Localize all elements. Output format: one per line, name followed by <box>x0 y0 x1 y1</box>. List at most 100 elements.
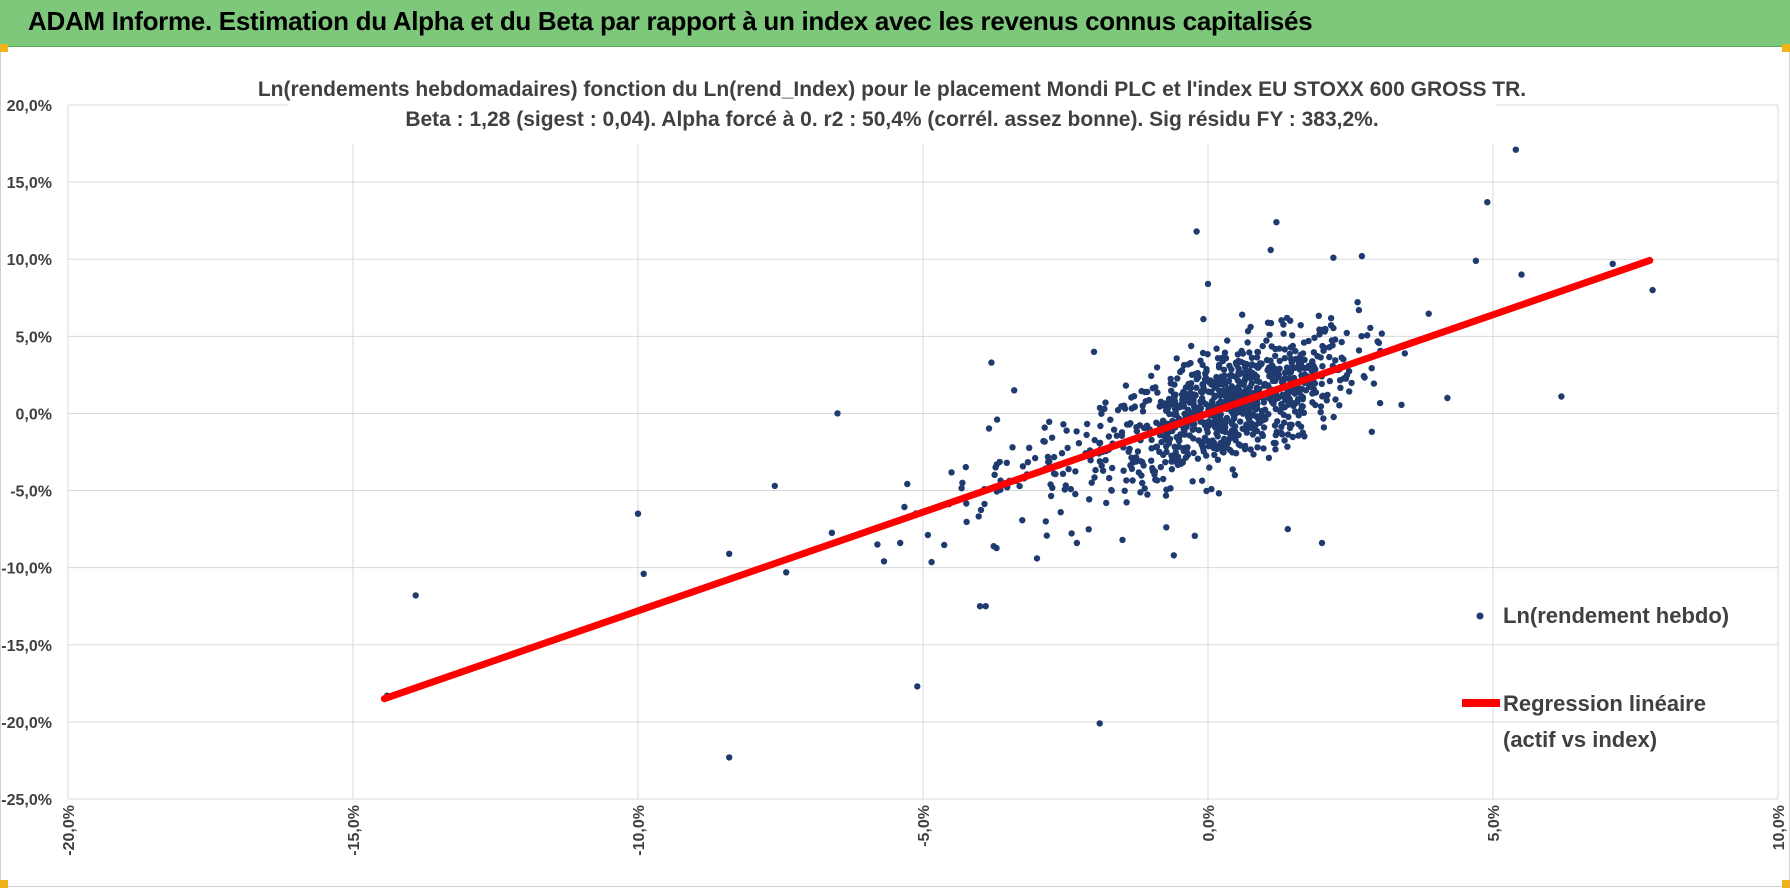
data-point <box>1173 434 1180 441</box>
data-point <box>1211 451 1218 458</box>
data-point <box>1254 436 1262 443</box>
selection-handle-top-left[interactable] <box>0 44 8 52</box>
data-point <box>1060 421 1067 428</box>
data-point <box>1229 449 1236 456</box>
data-point <box>1043 532 1051 539</box>
data-point <box>1011 387 1018 394</box>
data-point <box>771 482 778 490</box>
data-point <box>1248 361 1256 368</box>
data-point <box>1126 445 1133 452</box>
data-point <box>963 518 970 526</box>
data-point <box>1139 408 1147 415</box>
data-point <box>1122 382 1130 389</box>
data-point <box>1139 402 1146 409</box>
data-point <box>1236 392 1243 399</box>
data-point <box>1276 357 1283 365</box>
data-point <box>1272 439 1279 447</box>
data-point <box>1106 474 1113 482</box>
data-point <box>1239 311 1246 318</box>
data-point <box>634 510 642 517</box>
data-point <box>1289 332 1296 339</box>
data-point <box>1203 452 1210 459</box>
legend-marker-scatter <box>1476 612 1484 620</box>
data-point <box>1083 431 1090 439</box>
selection-handle-bottom-left[interactable] <box>0 880 8 888</box>
data-point <box>1085 526 1092 533</box>
data-point <box>1193 384 1200 391</box>
data-point <box>1163 524 1170 531</box>
data-point <box>1137 489 1144 496</box>
data-point <box>1259 342 1266 350</box>
data-point <box>1183 423 1190 430</box>
data-point <box>1215 364 1223 371</box>
data-point <box>1314 353 1321 360</box>
data-point <box>1267 357 1274 364</box>
data-point <box>1190 449 1197 457</box>
data-point <box>1316 326 1323 333</box>
data-point <box>1213 430 1220 437</box>
selection-handle-top-right[interactable] <box>1782 44 1790 52</box>
data-point <box>1248 420 1255 427</box>
data-point <box>1193 376 1201 383</box>
data-point <box>941 541 948 549</box>
data-point <box>1247 446 1254 453</box>
data-point <box>1144 491 1151 498</box>
data-point <box>1242 442 1249 450</box>
data-point <box>1281 346 1289 353</box>
data-point <box>1320 347 1327 354</box>
data-point <box>1376 399 1384 407</box>
data-point <box>1091 436 1098 444</box>
data-point <box>1157 463 1165 471</box>
data-point <box>1272 352 1279 360</box>
data-point <box>1323 397 1331 404</box>
data-point <box>1346 388 1353 395</box>
data-point <box>1092 466 1099 474</box>
data-point <box>1224 337 1231 344</box>
data-point <box>1158 438 1165 446</box>
scatter-chart: Ln(rendements hebdomadaires) fonction du… <box>1 74 1788 856</box>
data-point <box>1188 371 1196 378</box>
data-point <box>1308 368 1316 375</box>
y-tick-label: 10,0% <box>7 252 52 269</box>
data-point <box>1134 448 1142 455</box>
data-point <box>1192 391 1199 399</box>
data-point <box>1024 459 1032 466</box>
data-point <box>1213 415 1220 422</box>
data-point <box>1170 391 1178 399</box>
data-point <box>1128 394 1135 401</box>
data-point <box>1167 485 1174 492</box>
data-point <box>1128 405 1136 412</box>
data-point <box>1299 394 1307 401</box>
data-point <box>1042 518 1050 525</box>
data-point <box>1123 477 1130 484</box>
selection-handle-bottom-right[interactable] <box>1782 880 1790 888</box>
data-point <box>1057 509 1064 516</box>
data-point <box>1220 449 1227 456</box>
data-point <box>1300 339 1308 346</box>
data-point <box>1201 434 1209 441</box>
data-point <box>1151 471 1158 478</box>
y-tick-label: 20,0% <box>7 98 52 115</box>
data-point <box>1032 454 1039 462</box>
data-point <box>1119 536 1126 544</box>
data-point <box>1358 333 1365 340</box>
data-point <box>958 485 965 492</box>
data-point <box>1317 409 1324 416</box>
data-point <box>1280 393 1287 400</box>
data-point <box>1152 476 1159 483</box>
data-point <box>1177 368 1184 376</box>
data-point <box>1195 427 1203 434</box>
data-point <box>1088 479 1095 486</box>
data-point <box>1343 329 1351 337</box>
data-point <box>1280 377 1287 384</box>
data-point <box>1246 383 1254 391</box>
data-point <box>1354 299 1361 306</box>
data-point <box>1108 486 1115 494</box>
x-tick-label: -15,0% <box>346 805 363 856</box>
data-point <box>1096 404 1104 412</box>
data-point <box>1266 331 1273 339</box>
y-axis-ticks: 20,0% 15,0% 10,0% 5,0% 0,0% -5,0% -10,0% -15,0%… <box>1 98 52 809</box>
data-point <box>1337 384 1344 391</box>
data-point <box>901 503 908 511</box>
legend-label-regression: Regression linéaire <box>1503 691 1706 716</box>
